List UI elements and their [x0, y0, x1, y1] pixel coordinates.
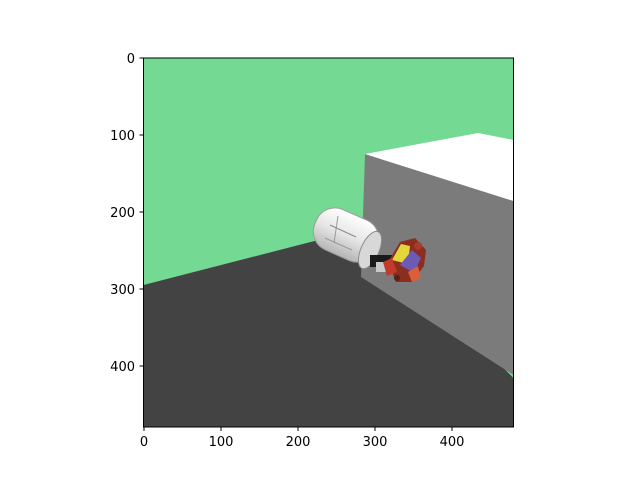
y-tick-label: 200	[110, 206, 135, 221]
axes-frame	[143, 57, 514, 428]
y-tick-label: 300	[110, 283, 135, 298]
y-tick-label: 0	[127, 52, 135, 67]
scene-box-side	[361, 154, 514, 375]
y-tick-label: 400	[110, 360, 135, 375]
x-tick-label: 0	[140, 435, 148, 450]
x-tick-label: 300	[363, 435, 388, 450]
x-tick-label: 400	[440, 435, 465, 450]
y-axis: 0 100 200 300 400	[110, 52, 144, 375]
scene-robot-gripper	[312, 207, 392, 272]
scene-floor	[143, 228, 514, 427]
scene-grasped-object	[383, 238, 426, 282]
x-tick-label: 200	[286, 435, 311, 450]
scene-box-top	[365, 133, 514, 201]
x-tick-label: 100	[209, 435, 234, 450]
y-tick-label: 100	[110, 129, 135, 144]
scene-image	[143, 58, 514, 427]
x-axis: 0 100 200 300 400	[140, 427, 465, 450]
